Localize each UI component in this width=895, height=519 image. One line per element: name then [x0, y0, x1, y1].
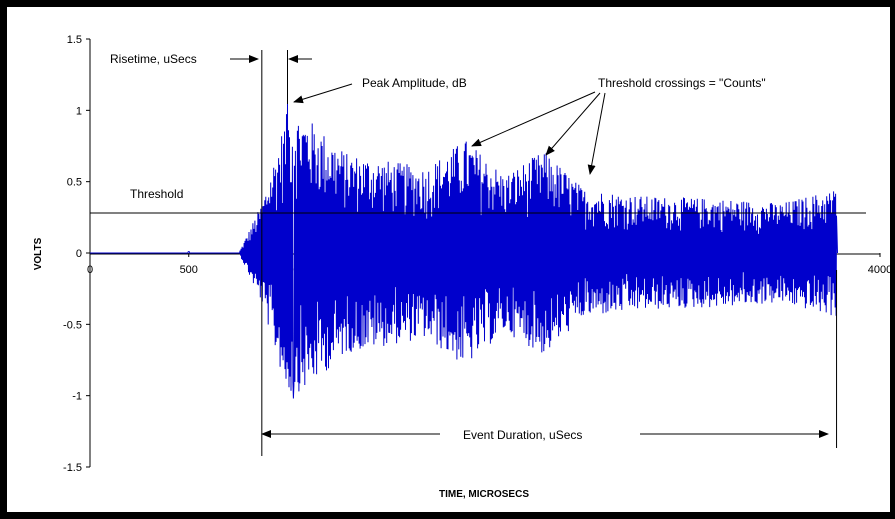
threshold-label: Threshold	[130, 187, 183, 201]
risetime-annotation: Risetime, uSecs	[110, 52, 197, 66]
y-tick-label: 0.5	[67, 177, 82, 189]
crossings-arrow-2	[545, 92, 601, 156]
event-duration-annotation: Event Duration, uSecs	[463, 428, 582, 442]
y-tick-label: -1.5	[63, 462, 82, 474]
x-tick-label: 0	[87, 264, 93, 276]
y-tick-label: 1.5	[67, 34, 82, 46]
crossings-arrow-1	[471, 91, 596, 147]
x-tick-label: 4000	[868, 264, 890, 276]
threshold-crossings-annotation: Threshold crossings = "Counts"	[598, 76, 766, 90]
x-axis-title: TIME, MICROSECS	[439, 489, 529, 500]
y-axis-title: VOLTS	[33, 237, 44, 270]
peak-amplitude-arrow	[293, 83, 353, 104]
y-tick-label: -1	[72, 391, 82, 403]
peak-amplitude-annotation: Peak Amplitude, dB	[362, 76, 467, 90]
y-tick-label: 1	[76, 105, 82, 117]
y-tick-label: -0.5	[63, 319, 82, 331]
waveform-chart: 1.510.50-0.5-1-1.5 0 500 1000 1500 2000 2500 3…	[33, 34, 890, 500]
x-tick-label: 500	[180, 264, 198, 276]
crossings-arrow-3	[587, 92, 606, 175]
waveform-series-line	[90, 103, 838, 399]
y-tick-label: 0	[76, 248, 82, 260]
